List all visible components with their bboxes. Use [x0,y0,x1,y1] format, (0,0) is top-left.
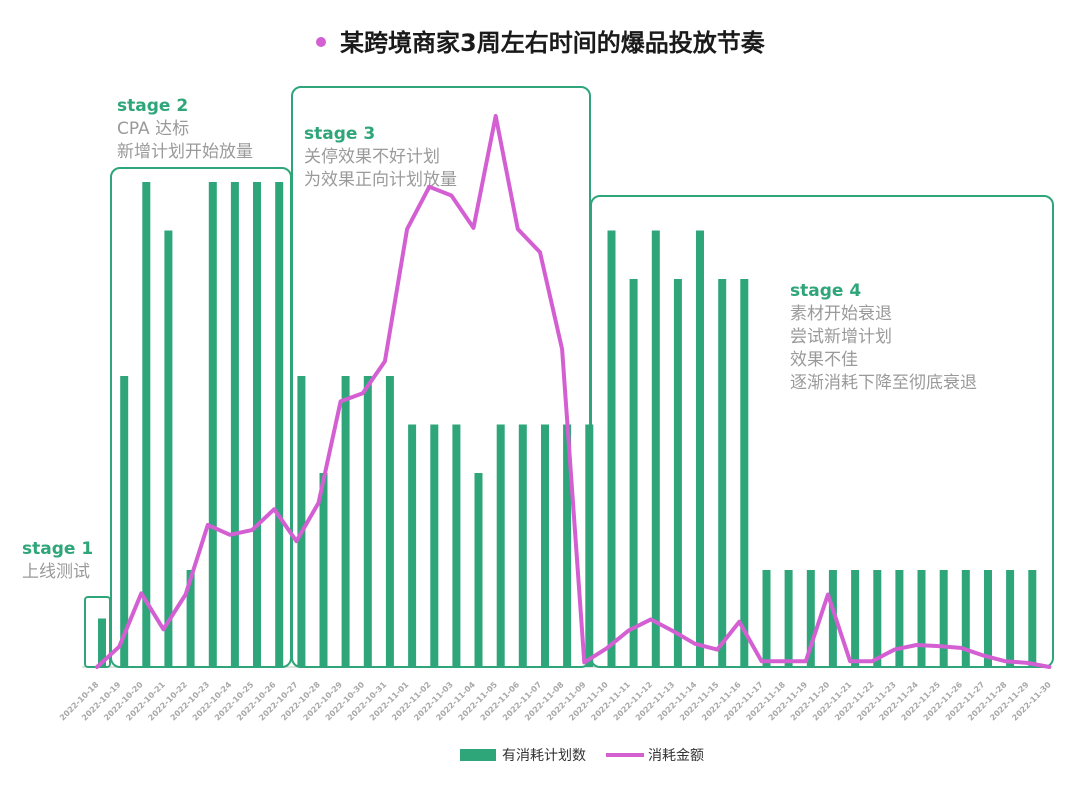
bar-2022-11-05 [496,424,505,667]
bar-2022-11-18 [784,570,793,667]
bar-2022-11-25 [939,570,948,667]
line-spend [95,114,1052,669]
stage-2-desc-line: CPA 达标 [117,119,189,139]
bar-2022-11-21 [851,570,860,667]
bar-2022-11-10 [607,230,616,667]
stage-1-label: stage 1 [22,539,93,559]
bar-2022-11-23 [895,570,904,667]
bar-2022-10-28 [319,473,328,667]
chart-title: 某跨境商家3周左右时间的爆品投放节奏 [340,29,766,57]
stage-3-annotation: stage 3 关停效果不好计划 为效果正向计划放量 [304,124,457,190]
bar-2022-10-20 [142,182,151,667]
bar-2022-11-15 [718,279,727,667]
bar-2022-10-21 [164,230,173,667]
stage-4-box [590,195,1054,668]
stage-3-desc-line: 关停效果不好计划 [304,147,440,167]
title-dot-icon [316,37,326,47]
bar-2022-11-14 [696,230,704,667]
stage-1-desc-line: 上线测试 [22,562,90,582]
x-tick-label: 2022-11-30 [1010,680,1053,723]
bar-2022-11-16 [740,279,749,667]
stage-1-annotation: stage 1 上线测试 [22,539,93,582]
legend: 有消耗计划数 消耗金额 [460,748,704,764]
bar-2022-11-19 [806,570,815,667]
bar-2022-11-01 [408,424,417,667]
bar-2022-10-18 [98,618,106,667]
bar-2022-11-06 [518,424,527,667]
bar-2022-10-24 [230,182,239,667]
bar-2022-10-25 [253,182,261,667]
line-series [95,114,1052,669]
bar-2022-11-11 [629,279,638,667]
bar-series [98,182,1037,667]
bar-2022-11-22 [873,570,882,667]
stage-2-label: stage 2 [117,96,188,116]
legend-bar-label: 有消耗计划数 [502,748,586,764]
stage-2-annotation: stage 2 CPA 达标 新增计划开始放量 [117,96,253,162]
bar-2022-10-27 [297,376,306,667]
stage-4-desc-line: 素材开始衰退 [790,304,892,324]
legend-bar-swatch [460,749,496,761]
bar-2022-11-07 [541,424,549,667]
bar-2022-11-09 [585,424,594,667]
bar-2022-11-29 [1028,570,1037,667]
stage-4-label: stage 4 [790,281,861,301]
bar-2022-10-26 [275,182,284,667]
bar-2022-11-17 [762,570,771,667]
bar-2022-10-29 [341,376,350,667]
bar-2022-11-12 [651,230,660,667]
bar-2022-10-23 [208,182,217,667]
stage-4-desc-line: 效果不佳 [790,350,858,370]
bar-2022-10-22 [186,570,195,667]
bar-2022-11-03 [452,424,461,667]
bar-2022-10-30 [363,376,372,667]
bar-2022-11-04 [474,473,483,667]
x-tick-labels: 2022-10-182022-10-192022-10-202022-10-21… [58,680,1053,723]
bar-2022-11-02 [430,424,439,667]
bar-2022-11-26 [961,570,970,667]
bar-2022-11-20 [828,570,837,667]
stage-4-annotation: stage 4 素材开始衰退 尝试新增计划 效果不佳 逐渐消耗下降至彻底衰退 [790,281,977,393]
stage-4-desc-line: 逐渐消耗下降至彻底衰退 [790,373,977,393]
legend-line-label: 消耗金额 [648,748,704,764]
stage-2-desc-line: 新增计划开始放量 [117,142,253,162]
bar-2022-11-28 [1006,570,1015,667]
bar-2022-11-27 [984,570,992,667]
stage-2-box [110,167,292,668]
stage-3-label: stage 3 [304,124,375,144]
bar-2022-10-19 [120,376,129,667]
bar-2022-11-08 [563,424,572,667]
stage-4-desc-line: 尝试新增计划 [790,327,892,347]
bar-2022-11-13 [673,279,682,667]
bar-2022-11-24 [917,570,926,667]
bar-2022-10-31 [385,376,394,667]
stage-3-desc-line: 为效果正向计划放量 [304,170,457,190]
